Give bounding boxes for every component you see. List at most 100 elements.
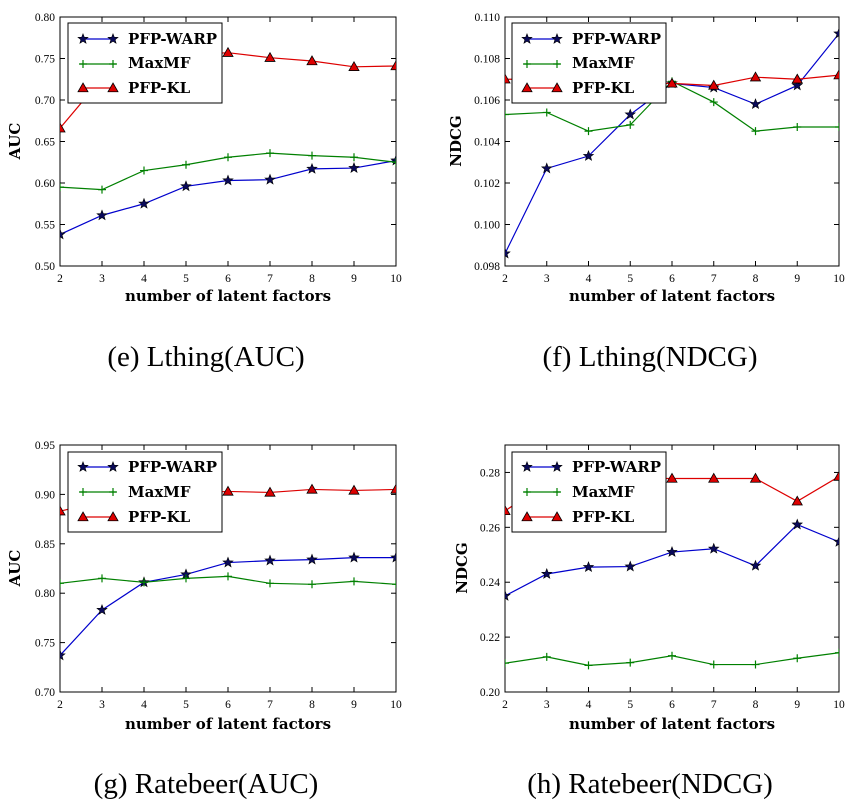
y-tick-label-f: 0.108 (474, 54, 500, 66)
data-point-pfp-warp-e (264, 173, 276, 185)
y-tick-label-g: 0.85 (35, 539, 55, 551)
legend-marker-pfp-kl (107, 511, 119, 522)
legend-label-maxmf: MaxMF (572, 54, 635, 72)
data-point-pfp-kl-f (666, 77, 678, 88)
legend-label-pfp-kl: PFP-KL (128, 79, 191, 97)
x-tick-label-h: 8 (753, 699, 759, 711)
data-point-maxmf-f (626, 120, 635, 129)
legend-marker-pfp-warp (521, 460, 533, 472)
legend-marker-pfp-kl (77, 82, 89, 93)
data-point-maxmf-e (392, 158, 396, 167)
x-tick-label-f: 3 (544, 273, 550, 285)
x-tick-label-f: 7 (711, 273, 717, 285)
legend-marker-pfp-kl (551, 511, 563, 522)
data-point-pfp-warp-h (666, 545, 678, 557)
series-line-pfp-warp-g (60, 557, 396, 656)
x-tick-label-e: 9 (351, 273, 357, 285)
x-tick-label-e: 3 (99, 273, 105, 285)
data-point-pfp-kl-e (264, 51, 276, 62)
legend-marker-pfp-warp (77, 32, 89, 44)
data-point-maxmf-h (751, 660, 760, 669)
y-axis-label-h: NDCG (453, 542, 471, 593)
series-line-pfp-warp-e (60, 159, 396, 236)
x-tick-label-e: 6 (225, 273, 231, 285)
data-point-pfp-warp-g (222, 556, 234, 568)
legend-marker-pfp-warp (107, 460, 119, 472)
x-tick-label-g: 8 (309, 699, 315, 711)
data-point-pfp-kl-e (390, 60, 396, 71)
data-point-maxmf-g (224, 572, 232, 581)
data-point-pfp-kl-f (749, 71, 762, 82)
data-point-maxmf-e (182, 160, 190, 169)
legend-g: PFP-WARP MaxMF PFP-KL (67, 451, 223, 533)
y-axis-label-e: AUC (6, 123, 24, 161)
x-tick-label-h: 6 (669, 699, 675, 711)
data-point-maxmf-h (668, 651, 676, 660)
data-point-pfp-warp-h (707, 542, 720, 554)
x-tick-label-h: 3 (544, 699, 550, 711)
legend-marker-maxmf (109, 60, 117, 68)
data-point-pfp-warp-f (791, 79, 804, 91)
legend-label-pfp-warp: PFP-WARP (572, 30, 661, 48)
x-tick-label-h: 10 (833, 699, 845, 711)
y-axis-label-f: NDCG (447, 115, 465, 166)
data-point-pfp-kl-h (833, 470, 839, 481)
y-tick-label-e: 0.55 (35, 220, 55, 232)
data-point-pfp-warp-h (791, 518, 804, 530)
y-tick-label-f: 0.102 (474, 178, 500, 190)
data-point-pfp-warp-e (306, 162, 318, 174)
data-point-maxmf-g (140, 578, 148, 587)
data-point-maxmf-h (542, 652, 551, 661)
y-tick-label-e: 0.50 (35, 261, 55, 273)
legend-marker-maxmf (109, 488, 117, 496)
y-tick-label-h: 0.22 (480, 632, 500, 644)
x-tick-label-f: 6 (669, 273, 675, 285)
data-point-maxmf-g (392, 580, 396, 589)
legend-label-pfp-warp: PFP-WARP (128, 458, 217, 476)
data-point-pfp-warp-e (60, 228, 66, 240)
x-tick-label-g: 5 (183, 699, 189, 711)
data-point-pfp-kl-f (833, 69, 839, 80)
x-tick-label-e: 7 (267, 273, 273, 285)
x-tick-label-h: 4 (586, 699, 592, 711)
data-point-pfp-kl-e (306, 55, 318, 66)
caption-g: (g) Ratebeer(AUC) (94, 768, 319, 800)
legend-marker-pfp-kl (521, 511, 533, 522)
y-tick-label-e: 0.75 (35, 54, 55, 66)
data-point-pfp-kl-h (505, 505, 511, 516)
x-tick-label-h: 9 (794, 699, 800, 711)
data-point-pfp-warp-g (348, 551, 360, 563)
x-axis-label-g: number of latent factors (125, 715, 331, 733)
data-point-maxmf-e (350, 153, 358, 162)
legend-marker-maxmf (79, 488, 87, 496)
x-tick-label-f: 4 (586, 273, 592, 285)
legend-marker-pfp-warp (77, 460, 89, 472)
data-point-pfp-warp-h (582, 561, 595, 573)
data-point-pfp-warp-e (222, 174, 234, 186)
legend-marker-pfp-warp (107, 32, 119, 44)
legend-label-maxmf: MaxMF (128, 483, 191, 501)
x-tick-label-e: 8 (309, 273, 315, 285)
data-point-pfp-warp-e (180, 180, 192, 192)
legend-marker-maxmf (523, 60, 531, 68)
data-point-maxmf-h (835, 648, 839, 657)
data-point-pfp-kl-e (60, 122, 66, 133)
x-tick-label-g: 2 (57, 699, 63, 711)
legend-marker-pfp-warp (521, 32, 533, 44)
data-point-pfp-kl-g (390, 483, 396, 494)
y-tick-label-f: 0.098 (474, 261, 500, 273)
y-tick-label-f: 0.106 (474, 95, 500, 107)
data-point-pfp-kl-f (791, 73, 803, 84)
y-tick-label-g: 0.75 (35, 638, 55, 650)
data-point-maxmf-g (182, 574, 190, 583)
y-tick-label-h: 0.28 (480, 467, 500, 479)
data-point-pfp-warp-g (96, 603, 108, 615)
caption-f: (f) Lthing(NDCG) (542, 341, 757, 373)
data-point-pfp-warp-e (96, 209, 108, 221)
data-point-maxmf-f (793, 122, 802, 131)
data-point-pfp-kl-g (348, 484, 360, 495)
data-point-maxmf-g (266, 579, 274, 588)
data-point-maxmf-f (709, 98, 718, 107)
y-tick-label-e: 0.70 (35, 95, 55, 107)
legend-marker-pfp-warp (551, 32, 563, 44)
